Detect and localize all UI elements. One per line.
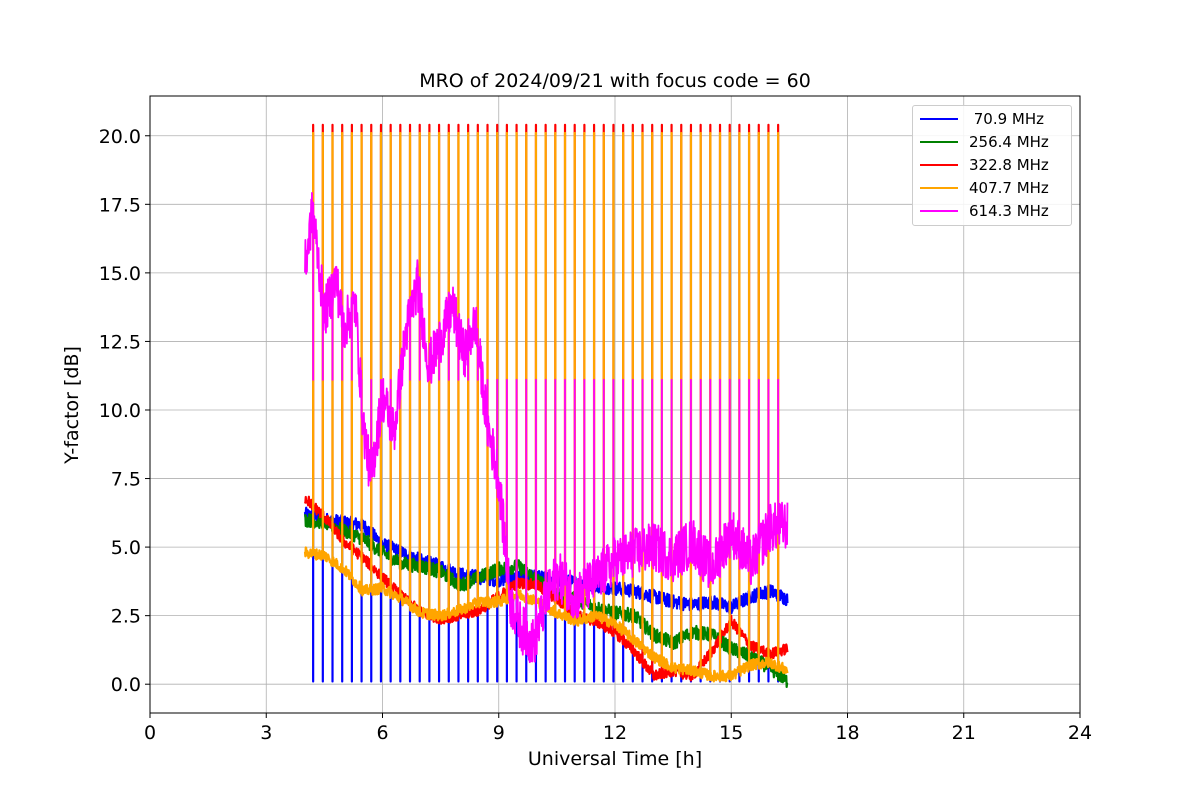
x-tick-label: 12	[603, 722, 627, 744]
legend-item-322-8: 322.8 MHz	[913, 154, 1071, 174]
legend-label: 70.9 MHz	[969, 110, 1045, 128]
x-tick-label: 0	[144, 722, 156, 744]
legend-label: 407.7 MHz	[969, 179, 1049, 197]
y-tick-label: 7.5	[111, 469, 141, 491]
y-tick-label: 10.0	[99, 400, 141, 422]
legend-swatch	[920, 141, 958, 143]
legend-swatch	[920, 187, 958, 189]
y-tick-label: 17.5	[99, 194, 141, 216]
y-axis-label: Y-factor [dB]	[61, 346, 83, 465]
x-tick-label: 3	[260, 722, 272, 744]
x-tick-label: 21	[952, 722, 976, 744]
y-tick-label: 20.0	[99, 126, 141, 148]
legend-swatch	[920, 210, 958, 212]
legend-label: 322.8 MHz	[969, 156, 1049, 174]
chart-title: MRO of 2024/09/21 with focus code = 60	[419, 70, 811, 92]
axis-ticks: 0 3 6 9 12 15 18 21 24 0.0 2.5 5.0 7.5 10.0 12.5 15.0 17…	[99, 126, 1092, 744]
y-tick-label: 0.0	[111, 674, 141, 696]
x-tick-label: 18	[835, 722, 859, 744]
legend: 70.9 MHz 256.4 MHz 322.8 MHz 407.7 MHz 6…	[912, 105, 1072, 226]
legend-item-256-4: 256.4 MHz	[913, 131, 1071, 151]
legend-swatch	[920, 118, 958, 120]
legend-label: 614.3 MHz	[969, 202, 1049, 220]
x-tick-label: 6	[376, 722, 388, 744]
series-line	[304, 191, 789, 664]
legend-item-614-3: 614.3 MHz	[913, 200, 1071, 220]
y-tick-label: 15.0	[99, 263, 141, 285]
x-tick-label: 24	[1068, 722, 1092, 744]
legend-label: 256.4 MHz	[969, 133, 1049, 151]
y-tick-label: 12.5	[99, 331, 141, 353]
y-tick-label: 2.5	[111, 606, 141, 628]
x-tick-label: 9	[493, 722, 505, 744]
x-axis-label: Universal Time [h]	[528, 748, 702, 770]
plot-area	[303, 123, 789, 689]
legend-item-70-9: 70.9 MHz	[913, 108, 1071, 128]
x-tick-label: 15	[719, 722, 743, 744]
legend-item-407-7: 407.7 MHz	[913, 177, 1071, 197]
legend-swatch	[920, 164, 958, 166]
series-4	[304, 191, 789, 664]
y-tick-label: 5.0	[111, 537, 141, 559]
